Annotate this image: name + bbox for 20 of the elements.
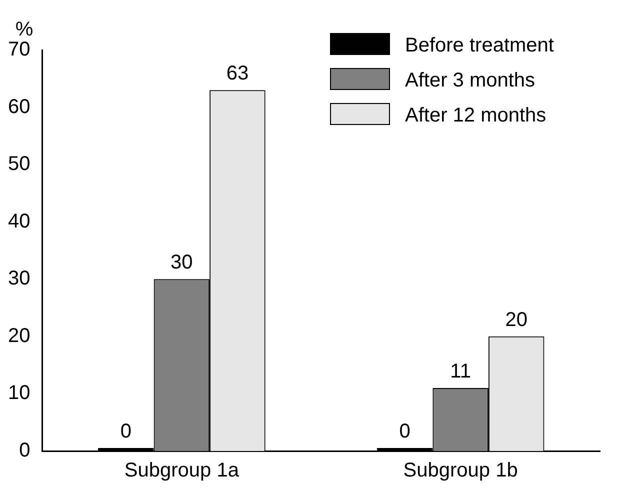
data-label: 63 — [226, 62, 249, 85]
data-label: 11 — [450, 360, 471, 382]
y-tick-label: 30 — [8, 268, 30, 290]
x-tick-label: Subgroup 1a — [124, 460, 240, 482]
y-tick-label: 20 — [8, 324, 30, 347]
legend-label: After 3 months — [405, 70, 536, 92]
data-label: 20 — [505, 308, 528, 331]
data-label: 30 — [170, 252, 193, 274]
y-tick-label: 40 — [8, 210, 30, 232]
y-tick-label: 50 — [8, 153, 30, 176]
data-label: 0 — [120, 420, 132, 443]
legend-label: After 12 months — [405, 104, 546, 127]
legend-label: Before treatment — [405, 34, 554, 57]
x-tick-label: Subgroup 1b — [403, 460, 518, 482]
y-tick-label: 60 — [8, 96, 30, 118]
y-axis-title: % — [15, 18, 34, 41]
data-label: 0 — [399, 420, 410, 443]
y-tick-label: 70 — [8, 38, 30, 61]
y-tick-label: 10 — [8, 382, 30, 404]
y-tick-label: 0 — [19, 440, 30, 462]
